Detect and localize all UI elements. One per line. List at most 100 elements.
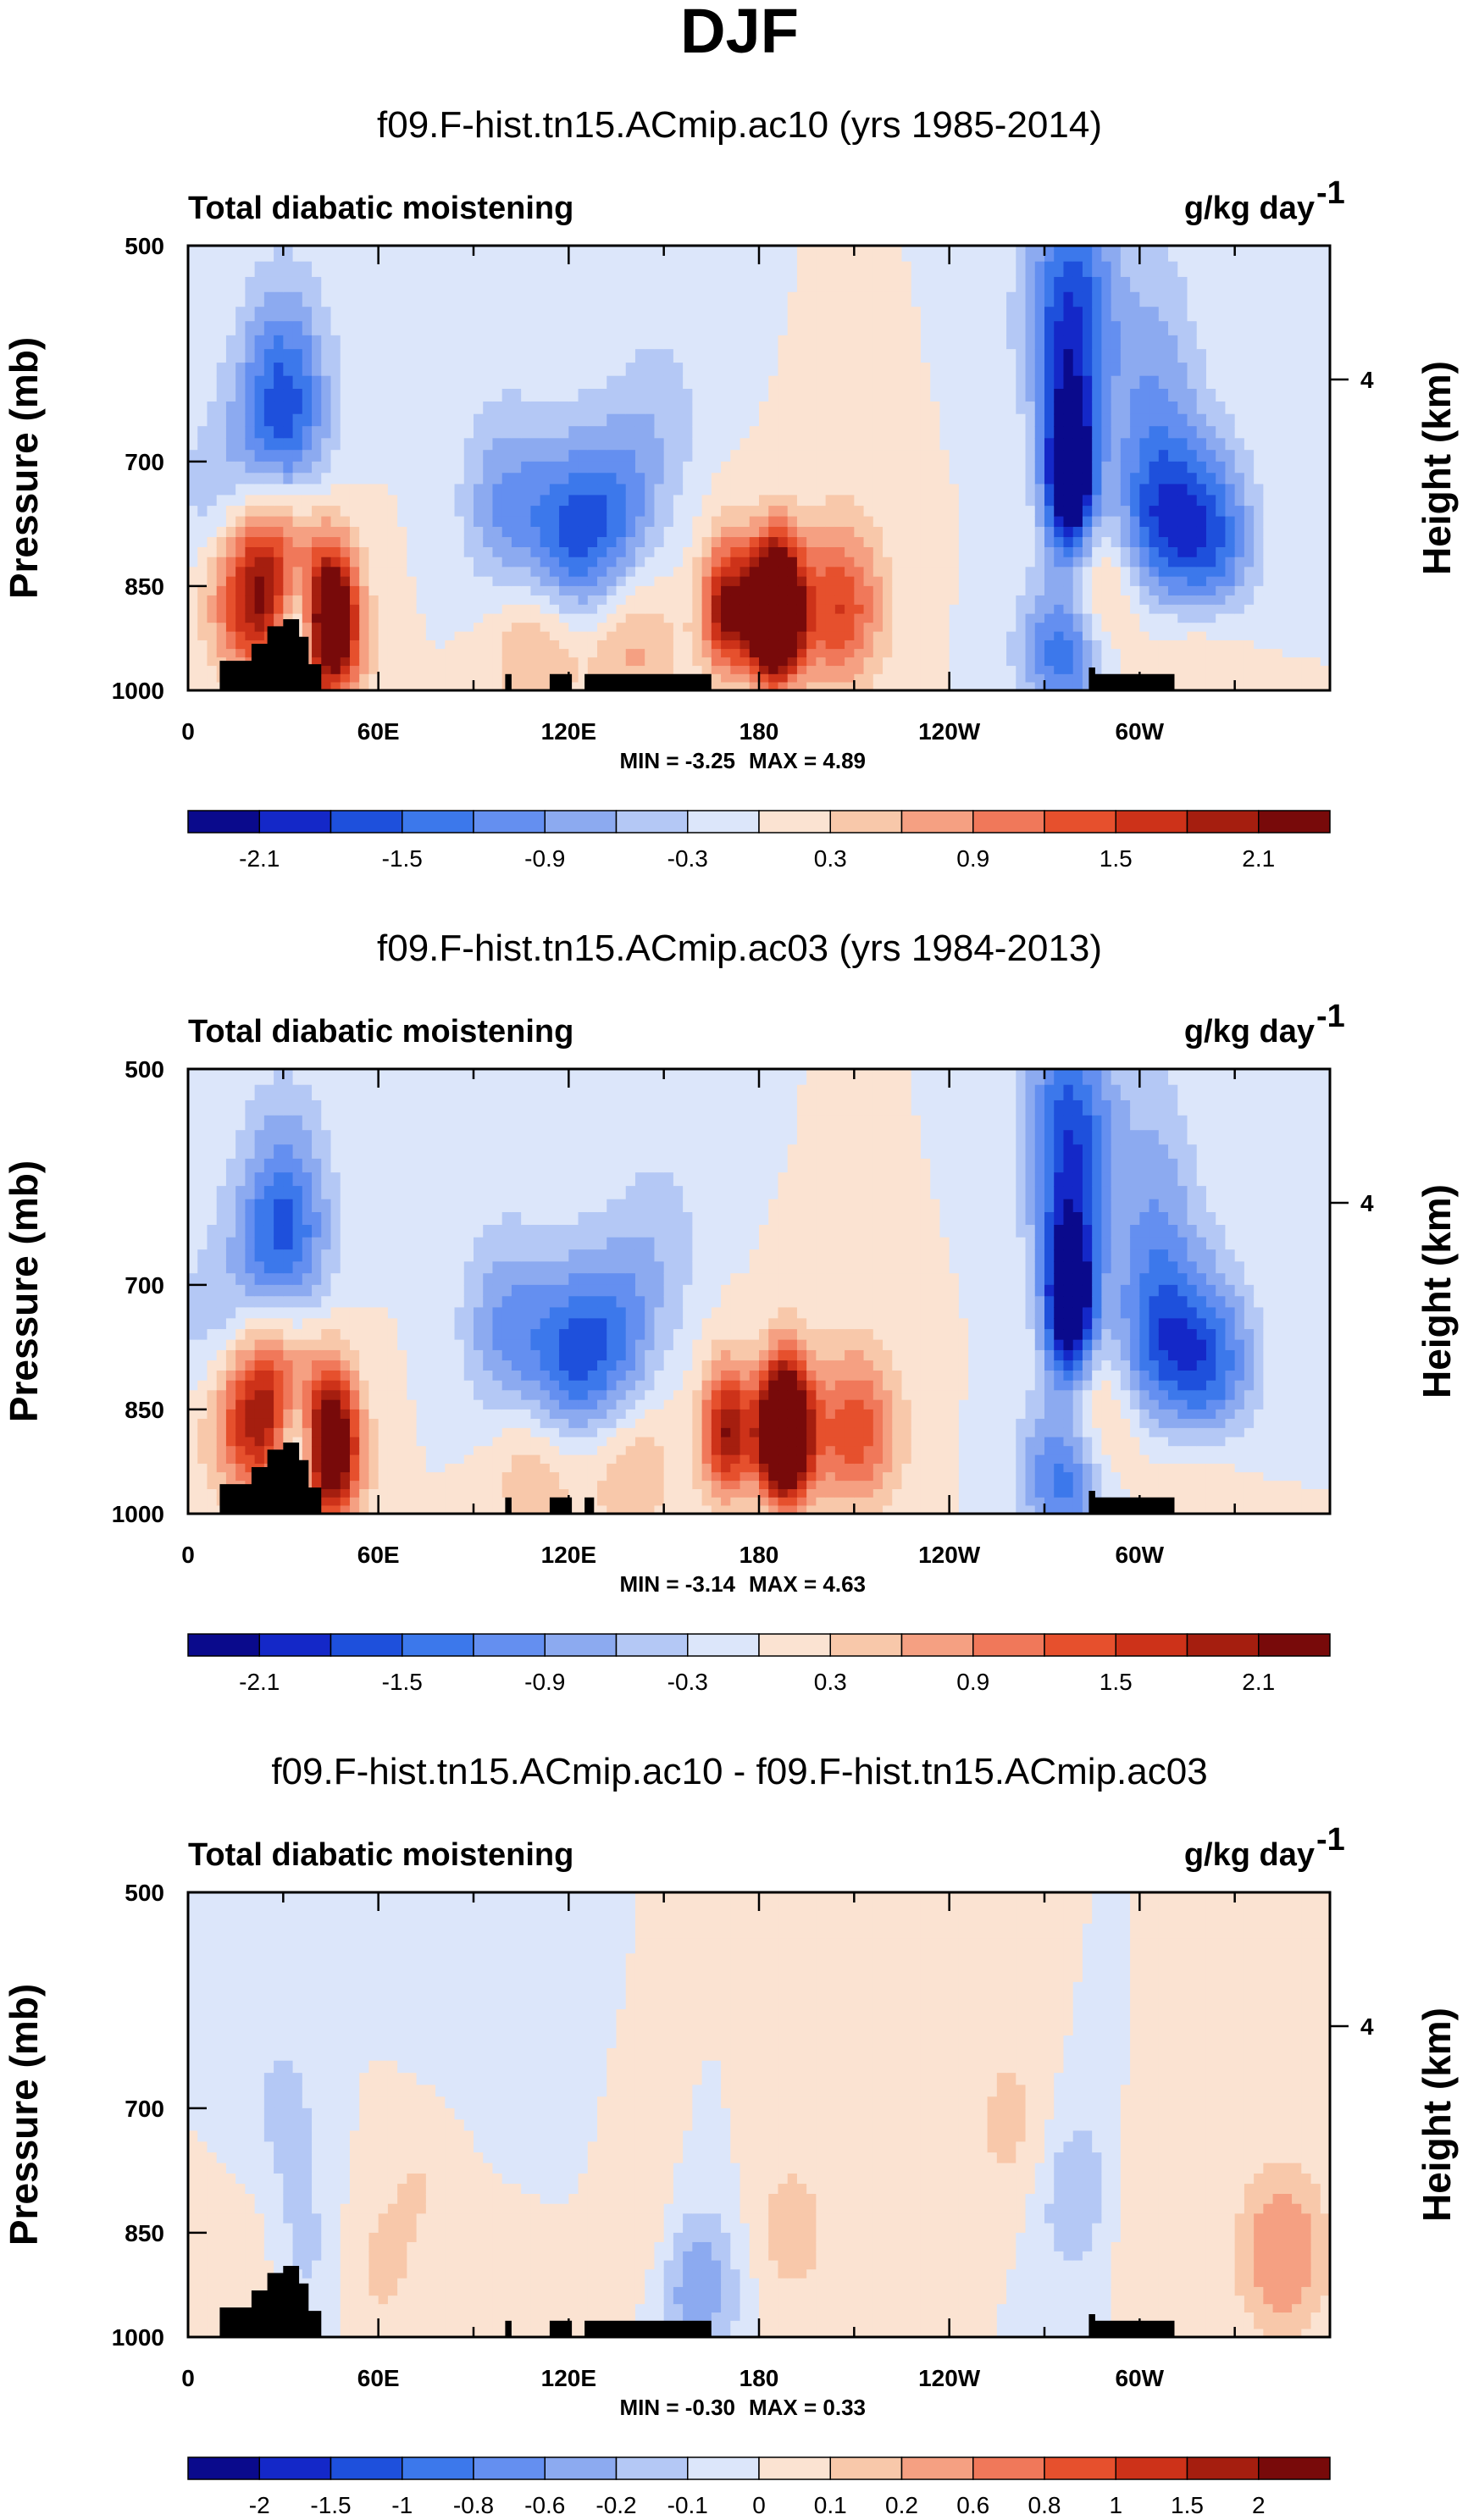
field-cell [188, 321, 198, 335]
field-cell [464, 426, 474, 439]
field-cell [521, 495, 531, 506]
field-cell [1063, 376, 1073, 390]
field-cell [1206, 277, 1216, 292]
field-cell [1026, 484, 1036, 496]
field-cell [464, 321, 474, 335]
field-cell [540, 414, 551, 427]
field-cell [826, 557, 836, 568]
field-cell [188, 632, 198, 641]
field-cell [788, 577, 798, 587]
field-cell [483, 557, 493, 568]
field-cell [359, 426, 369, 439]
field-cell [959, 426, 969, 439]
field-cell [1292, 657, 1302, 667]
field-cell [1197, 484, 1207, 496]
field-cell [283, 462, 293, 474]
field-cell [426, 657, 436, 667]
field-cell [712, 506, 722, 517]
field-cell [939, 557, 950, 568]
field-cell [959, 649, 969, 658]
field-cell [407, 649, 417, 658]
field-cell [654, 335, 664, 350]
field-cell [959, 389, 969, 402]
field-cell [673, 363, 684, 376]
field-cell [1044, 649, 1055, 658]
field-cell [1235, 586, 1245, 596]
field-cell [588, 307, 598, 322]
field-cell [854, 632, 864, 641]
field-cell [1016, 537, 1026, 548]
field-cell [226, 473, 236, 485]
field-cell [502, 527, 512, 538]
field-cell [264, 335, 274, 350]
field-cell [1149, 335, 1160, 350]
field-cell [673, 462, 684, 474]
field-cell [626, 462, 636, 474]
field-cell [417, 349, 427, 363]
field-cell [1292, 321, 1302, 335]
field-cell [778, 363, 788, 376]
field-cell [1311, 414, 1321, 427]
field-cell [1301, 527, 1311, 538]
field-cell [845, 517, 855, 528]
field-cell [768, 307, 778, 322]
field-cell [379, 402, 389, 414]
field-cell [255, 307, 265, 322]
field-cell [550, 614, 560, 623]
field-cell [778, 349, 788, 363]
field-cell [1206, 473, 1216, 485]
field-cell [483, 376, 493, 390]
field-cell [474, 450, 484, 462]
field-cell [455, 595, 465, 605]
field-cell [293, 567, 303, 577]
field-cell [683, 614, 693, 623]
field-cell [597, 246, 607, 262]
field-cell [730, 277, 740, 292]
field-cell [1035, 567, 1045, 577]
field-cell [826, 484, 836, 496]
field-cell [379, 517, 389, 528]
field-cell [788, 640, 798, 650]
field-cell [988, 649, 998, 658]
field-cell [712, 657, 722, 667]
field-cell [778, 614, 788, 623]
field-cell [1244, 506, 1255, 517]
field-cell [930, 649, 940, 658]
field-cell [1006, 632, 1016, 641]
field-cell [911, 363, 922, 376]
field-cell [712, 376, 722, 390]
field-cell [321, 246, 331, 262]
field-cell [1159, 473, 1169, 485]
field-cell [1206, 450, 1216, 462]
field-cell [978, 307, 988, 322]
field-cell [673, 335, 684, 350]
field-cell [968, 376, 978, 390]
field-cell [264, 389, 274, 402]
field-cell [1139, 462, 1149, 474]
field-cell [730, 547, 740, 557]
field-cell [455, 450, 465, 462]
field-cell [1263, 402, 1273, 414]
field-cell [911, 292, 922, 307]
field-cell [978, 376, 988, 390]
field-cell [388, 349, 398, 363]
field-cell [1225, 426, 1235, 439]
field-cell [1168, 506, 1178, 517]
field-cell [1130, 557, 1140, 568]
field-cell [1130, 484, 1140, 496]
field-cell [1054, 363, 1064, 376]
field-cell [626, 438, 636, 450]
field-cell [1273, 506, 1283, 517]
field-cell [788, 402, 798, 414]
field-cell [1016, 586, 1026, 596]
field-cell [797, 484, 807, 496]
field-cell [826, 246, 836, 262]
field-cell [445, 262, 455, 278]
field-cell [568, 657, 579, 667]
field-cell [550, 506, 560, 517]
field-cell [312, 363, 322, 376]
field-cell [988, 414, 998, 427]
field-cell [1168, 438, 1178, 450]
field-cell [673, 657, 684, 667]
field-cell [474, 537, 484, 548]
